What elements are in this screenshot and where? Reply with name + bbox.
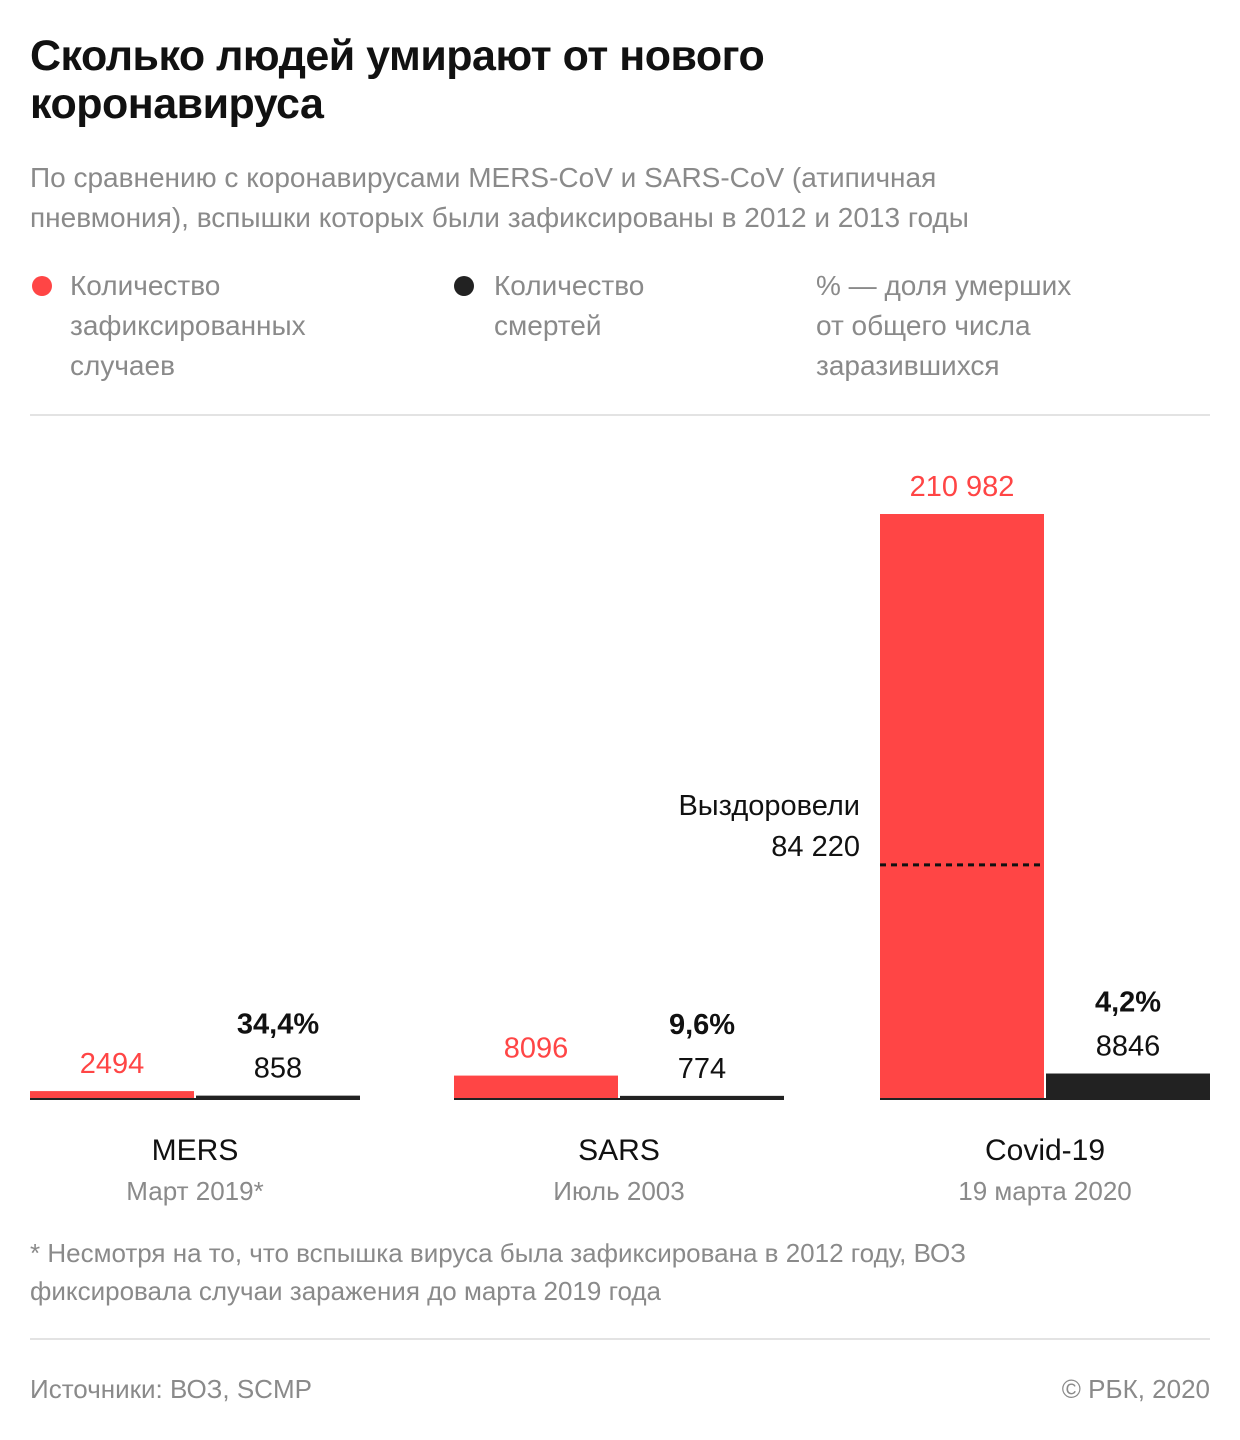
bar-deaths-covid-19 bbox=[1046, 1073, 1210, 1098]
bar-deaths-sars bbox=[620, 1095, 784, 1098]
copyright: © РБК, 2020 bbox=[1061, 1374, 1210, 1404]
label-cases-covid-19: 210 982 bbox=[910, 471, 1015, 503]
header-divider bbox=[30, 414, 1210, 416]
legend-cases-marker bbox=[32, 276, 52, 296]
bar-cases-sars bbox=[454, 1075, 618, 1098]
label-death-rate-sars: 9,6% bbox=[669, 1009, 735, 1041]
label-cases-sars: 8096 bbox=[504, 1033, 569, 1065]
bar-deaths-mers bbox=[196, 1095, 360, 1098]
footnote: * Несмотря на то, что вспышка вируса был… bbox=[30, 1238, 966, 1306]
bar-cases-mers bbox=[30, 1091, 194, 1098]
source-credit: Источники: ВОЗ, SCMP bbox=[30, 1374, 312, 1404]
chart-subtitle: По сравнению с коронавирусами MERS-CoV и… bbox=[30, 162, 969, 233]
legend-cases-label: Количество зафиксированных случаев bbox=[70, 270, 306, 381]
legend-deaths-label: Количество смертей bbox=[494, 270, 645, 341]
label-deaths-sars: 774 bbox=[678, 1053, 726, 1085]
label-death-rate-mers: 34,4% bbox=[237, 1009, 319, 1041]
label-death-rate-covid-19: 4,2% bbox=[1095, 987, 1161, 1019]
label-cases-mers: 2494 bbox=[80, 1048, 145, 1080]
category-label-mers: MERS bbox=[152, 1134, 239, 1167]
legend-deaths-marker bbox=[454, 276, 474, 296]
chart-title: Сколько людей умирают от нового коронави… bbox=[30, 32, 765, 128]
category-date-covid-19: 19 марта 2020 bbox=[958, 1176, 1132, 1206]
label-deaths-mers: 858 bbox=[254, 1053, 302, 1085]
category-label-covid-19: Covid-19 bbox=[985, 1134, 1105, 1167]
bar-chart: 2494 858 34,4% MERS Март 2019* 8096 774 9,6% SAR… bbox=[30, 471, 1210, 1206]
category-date-sars: Июль 2003 bbox=[553, 1176, 684, 1206]
recovered-value: 84 220 bbox=[771, 831, 860, 863]
footer-divider bbox=[30, 1338, 1210, 1340]
legend-percent-label: % — доля умерших от общего числа заразив… bbox=[816, 270, 1072, 381]
category-date-mers: Март 2019* bbox=[126, 1176, 263, 1206]
recovered-label: Выздоровели bbox=[678, 790, 860, 822]
label-deaths-covid-19: 8846 bbox=[1096, 1031, 1161, 1063]
bar-cases-covid-19 bbox=[880, 514, 1044, 1098]
category-label-sars: SARS bbox=[578, 1134, 660, 1167]
